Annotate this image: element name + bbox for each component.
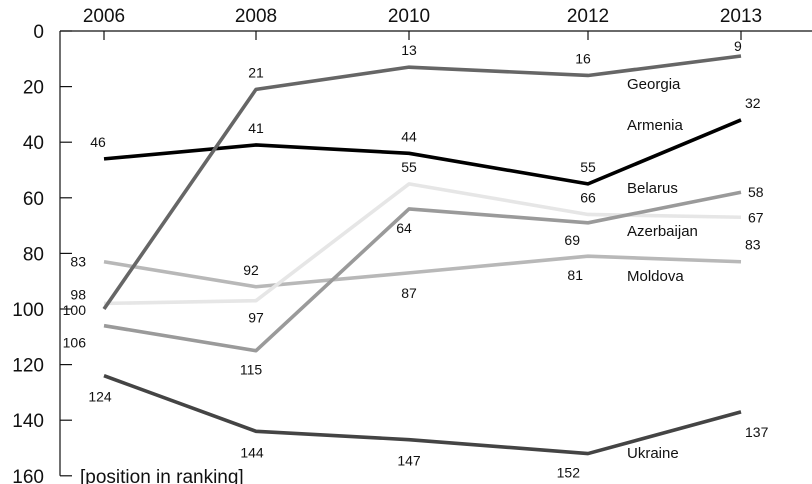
y-tick-label: 120 xyxy=(12,356,44,377)
y-tick-label: 100 xyxy=(12,300,44,321)
series-line-moldova xyxy=(103,254,742,289)
series-name-georgia: Georgia xyxy=(627,76,681,93)
y-tick-label: 80 xyxy=(23,244,44,265)
data-label-armenia: 41 xyxy=(248,120,264,136)
data-label-belarus: 98 xyxy=(70,286,86,302)
data-label-azerbaijan: 58 xyxy=(748,184,764,200)
y-tick-label: 20 xyxy=(23,78,44,99)
data-label-armenia: 32 xyxy=(745,95,761,111)
data-label-armenia: 55 xyxy=(580,159,596,175)
series-names: Georgia Armenia Belarus Azerbaijan Moldova Uk… xyxy=(627,76,698,462)
data-label-moldova: 92 xyxy=(243,262,259,278)
x-tick-label: 2010 xyxy=(388,6,430,27)
axes: 2006 2008 2010 2012 2013 0 20 40 60 80 100 120 140 16… xyxy=(12,6,812,484)
x-tick-label: 2013 xyxy=(720,6,762,27)
data-label-azerbaijan: 69 xyxy=(564,232,580,248)
series-name-azerbaijan: Azerbaijan xyxy=(627,223,698,240)
data-label-azerbaijan: 115 xyxy=(240,362,263,378)
x-tick-label: 2006 xyxy=(83,6,125,27)
data-label-ukraine: 137 xyxy=(745,424,769,440)
data-label-belarus: 55 xyxy=(401,159,417,175)
y-tick-label: 140 xyxy=(12,411,44,432)
data-label-ukraine: 147 xyxy=(397,453,421,469)
y-axis-title: [position in ranking] xyxy=(80,467,244,484)
series-lines xyxy=(102,54,742,456)
data-label-georgia: 13 xyxy=(401,42,417,58)
series-line-armenia xyxy=(103,118,742,186)
data-label-belarus: 66 xyxy=(580,189,596,205)
data-label-armenia: 44 xyxy=(401,128,417,144)
data-label-georgia: 16 xyxy=(575,50,591,66)
x-tick-label: 2008 xyxy=(235,6,277,27)
series-name-ukraine: Ukraine xyxy=(627,445,679,462)
data-label-armenia: 46 xyxy=(90,134,106,150)
series-name-belarus: Belarus xyxy=(627,180,678,197)
y-tick-label: 60 xyxy=(23,189,44,210)
data-label-georgia: 100 xyxy=(63,302,87,318)
y-tick-label: 40 xyxy=(23,133,44,154)
x-tick-label: 2012 xyxy=(567,6,609,27)
series-line-georgia xyxy=(102,54,742,311)
series-line-ukraine xyxy=(103,374,742,456)
series-name-armenia: Armenia xyxy=(627,117,684,134)
series-line-belarus xyxy=(103,182,742,306)
data-label-azerbaijan: 106 xyxy=(63,335,87,351)
data-label-georgia: 9 xyxy=(734,38,742,54)
y-tick-label: 160 xyxy=(12,467,44,484)
data-labels: 21 13 16 9 46 41 44 55 32 98 97 55 66 67 106 115 64 69 58 8… xyxy=(63,38,769,481)
y-tick-label: 0 xyxy=(33,22,44,43)
data-label-belarus: 67 xyxy=(748,209,764,225)
data-label-moldova: 83 xyxy=(70,254,86,270)
series-line-azerbaijan xyxy=(103,190,742,353)
data-label-belarus: 97 xyxy=(248,310,264,326)
series-name-moldova: Moldova xyxy=(627,268,684,285)
data-label-ukraine: 152 xyxy=(557,465,581,481)
data-label-moldova: 87 xyxy=(401,285,417,301)
data-label-moldova: 83 xyxy=(745,237,761,253)
data-label-azerbaijan: 64 xyxy=(396,220,412,236)
data-label-moldova: 81 xyxy=(567,267,583,283)
data-label-ukraine: 144 xyxy=(240,444,264,460)
data-label-georgia: 21 xyxy=(248,64,264,80)
data-label-ukraine: 124 xyxy=(88,389,112,405)
